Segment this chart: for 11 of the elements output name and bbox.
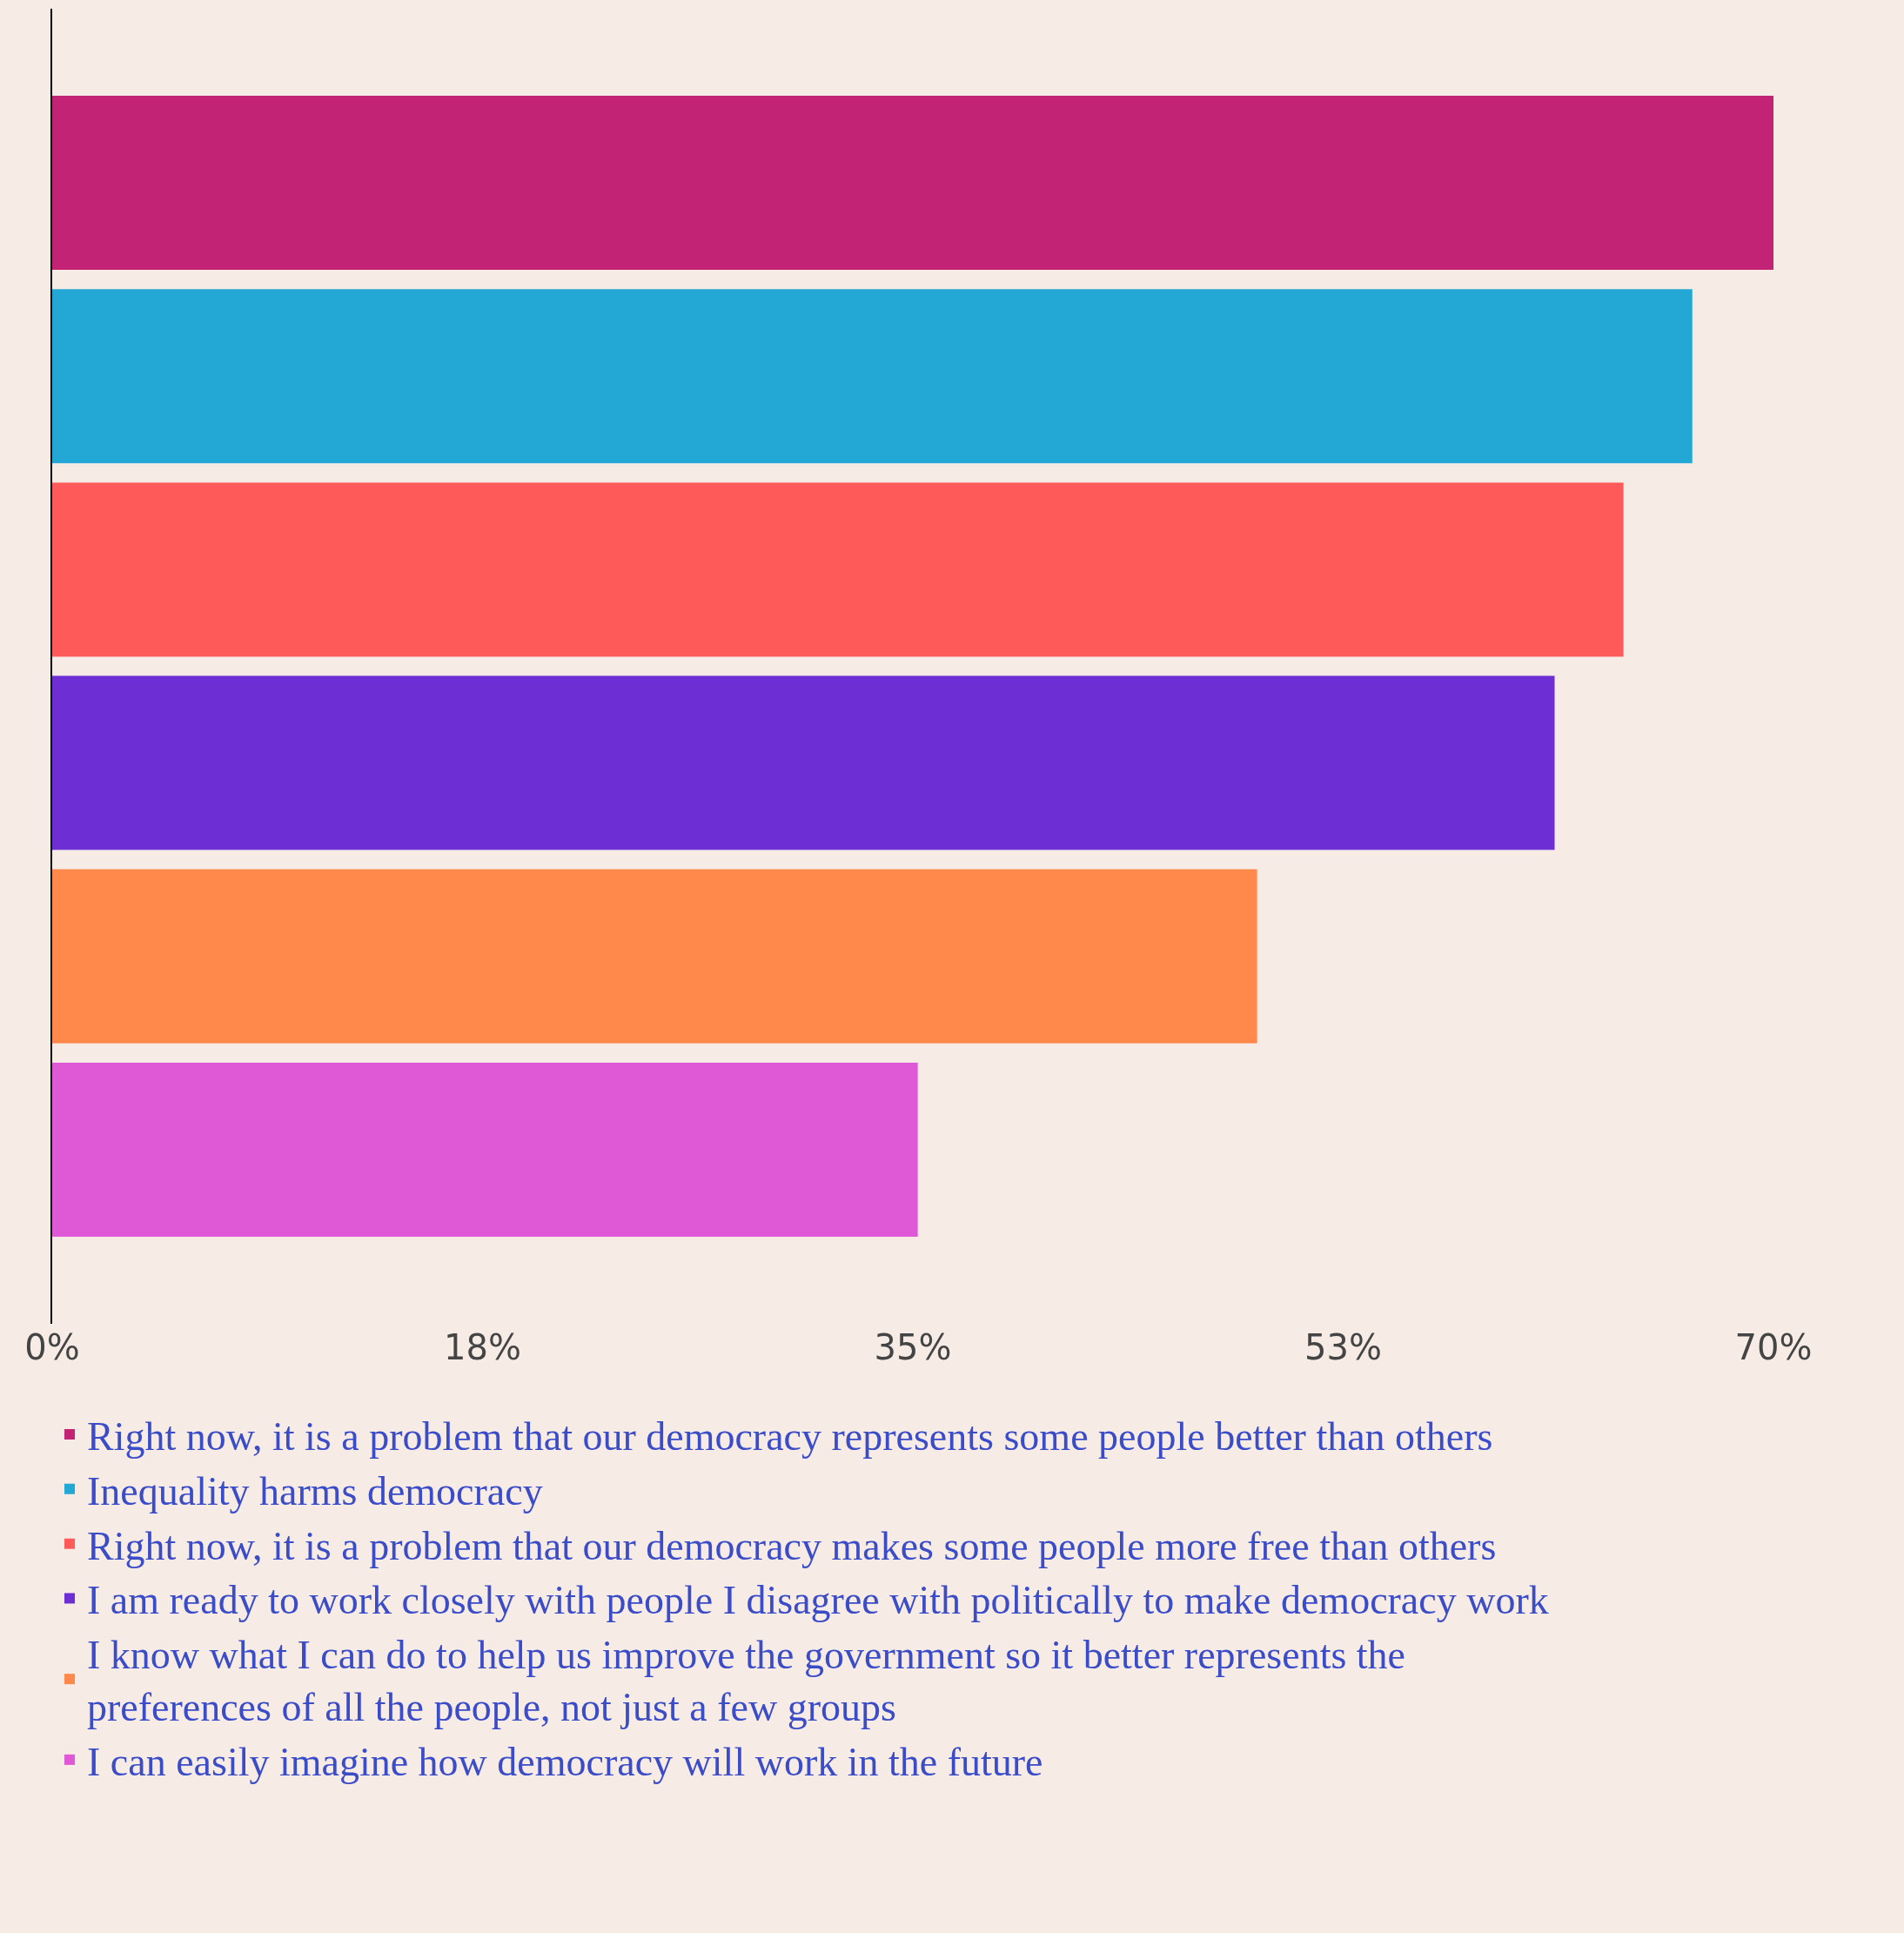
legend-label: Inequality harms democracy xyxy=(87,1468,543,1514)
legend-label: I am ready to work closely with people I disagree with politically to make democracy work xyxy=(87,1578,1549,1623)
x-tick-label: 18% xyxy=(444,1327,521,1367)
x-tick-label: 70% xyxy=(1734,1327,1813,1367)
legend-label: I know what I can do to help us improve the government so it better represents the preferences of all the people, not just a few groups xyxy=(87,1633,1406,1729)
x-tick-label: 35% xyxy=(874,1327,952,1367)
x-tick-label: 0% xyxy=(24,1327,80,1367)
x-tick-label: 53% xyxy=(1304,1327,1382,1367)
legend-label: I can easily imagine how democracy will work in the future xyxy=(87,1739,1043,1784)
legend-label: Right now, it is a problem that our democracy makes some people more free than others xyxy=(87,1523,1497,1568)
legend-label: Right now, it is a problem that our democracy represents some people better than others xyxy=(87,1414,1493,1459)
